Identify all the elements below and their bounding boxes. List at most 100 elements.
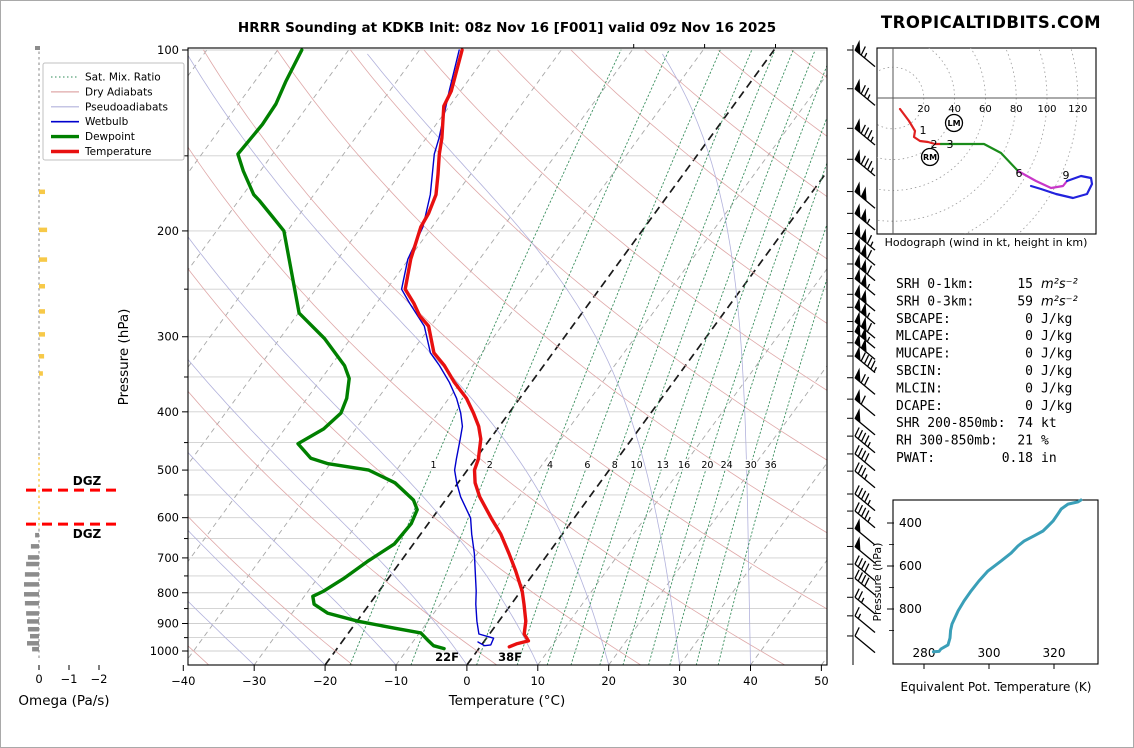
hodograph-trace-3-6km (939, 142, 1020, 173)
wind-barb (847, 253, 876, 282)
stat-unit: kt (1041, 416, 1057, 431)
omega-down-bar (27, 555, 39, 560)
wind-barb (847, 149, 876, 177)
wind-barb (847, 627, 876, 654)
pressure-tick-label: 800 (157, 586, 179, 600)
omega-tick-label: −1 (61, 672, 78, 686)
wind-barb (847, 118, 876, 146)
theta-e-ytick: 800 (899, 602, 922, 616)
surface-temperature-label: 38F (498, 650, 522, 664)
stat-value: 0 (1025, 329, 1033, 344)
svg-text:RM: RM (923, 153, 937, 162)
wind-barb (847, 181, 876, 209)
mixing-ratio-label: 8 (612, 460, 618, 471)
dgz-label-lower: DGZ (73, 527, 102, 541)
hodograph-height-label: 9 (1063, 169, 1070, 182)
theta-e-xlabel: Equivalent Pot. Temperature (K) (901, 680, 1092, 694)
stat-value: 0 (1025, 381, 1033, 396)
omega-panel: 0 −1 −2 (24, 46, 116, 686)
omega-down-bar (30, 544, 39, 549)
wind-barb (847, 445, 876, 472)
wind-barb (847, 223, 876, 251)
brand-logo: TROPICALTIDBITS.COM (881, 13, 1101, 32)
hodograph-ring-label: 100 (1037, 104, 1056, 115)
theta-e-ylabel: Pressure (hPa) (871, 543, 884, 622)
stat-value: 15 (1017, 277, 1033, 292)
wind-barb (847, 203, 876, 231)
theta-e-xtick: 300 (978, 646, 1001, 660)
wind-barb (847, 606, 876, 633)
wind-barb (847, 485, 876, 512)
hodograph-ring-label: 120 (1068, 104, 1087, 115)
temperature-tick-label: −10 (384, 674, 408, 688)
wind-barb-column (847, 39, 877, 665)
stat-label: MUCAPE: (896, 347, 951, 362)
skewt-sounding-curves (236, 48, 531, 651)
wind-barb (847, 408, 876, 436)
hodograph-height-label: 1 (920, 124, 927, 137)
stat-unit: J/kg (1041, 329, 1072, 344)
wind-barb (847, 462, 876, 489)
pressure-axis-label: Pressure (hPa) (116, 309, 132, 406)
stat-unit: J/kg (1041, 399, 1072, 414)
stat-label: MLCIN: (896, 381, 943, 396)
wind-barb (847, 238, 876, 266)
stat-unit: J/kg (1041, 312, 1072, 327)
omega-up-bar (39, 189, 45, 195)
mixing-ratio-label: 13 (657, 460, 669, 471)
curve-wetbulb (400, 49, 495, 647)
wind-barb (847, 297, 876, 325)
omega-up-bar (39, 257, 48, 262)
wind-barb (847, 555, 876, 582)
stat-unit: % (1041, 434, 1049, 449)
wind-barb (847, 345, 877, 374)
omega-up-bar (39, 227, 48, 233)
stat-label: SHR 200-850mb: (896, 416, 1006, 431)
wind-barb (847, 284, 876, 312)
stat-label: DCAPE: (896, 399, 943, 414)
wind-barb (847, 569, 876, 596)
skewt-background: 1 2 4 6 8 10 13 16 20 24 30 36 (188, 48, 827, 665)
hodograph-trace-9km-up (1029, 174, 1094, 200)
wind-barb (847, 39, 876, 68)
wind-barb (847, 311, 876, 339)
omega-down-bar (27, 626, 39, 632)
stat-value: 0.18 (1002, 451, 1033, 466)
legend-label: Temperature (84, 146, 152, 158)
legend-label: Dry Adiabats (85, 86, 153, 98)
pressure-tick-label: 100 (157, 43, 179, 57)
legend-label: Sat. Mix. Ratio (85, 72, 161, 84)
temperature-tick-label: 20 (601, 674, 616, 688)
stat-label: SRH 0-3km: (896, 294, 974, 309)
omega-up-bar (39, 354, 45, 359)
wind-barb (847, 389, 876, 417)
stat-unit: J/kg (1041, 364, 1072, 379)
hodograph-ring-label: 80 (1010, 104, 1023, 115)
pressure-tick-label: 900 (157, 616, 179, 630)
hodograph-ring-label: 60 (979, 104, 992, 115)
stat-value: 59 (1017, 294, 1033, 309)
dgz-label-upper: DGZ (73, 474, 102, 488)
curve-dewpoint (236, 48, 446, 651)
wind-barb (847, 518, 876, 546)
omega-down-bar (24, 600, 39, 606)
temperature-tick-label: −30 (242, 674, 266, 688)
temperature-tick-label: 0 (463, 674, 470, 688)
pressure-tick-label: 400 (157, 405, 179, 419)
omega-down-bar (24, 592, 39, 597)
omega-down-bar (27, 641, 39, 646)
omega-down-bar (30, 633, 39, 639)
mixing-ratio-label: 20 (701, 460, 713, 471)
stat-label: SBCAPE: (896, 312, 951, 327)
mixing-ratio-label: 4 (547, 460, 553, 471)
hodograph-height-label: 3 (947, 138, 954, 151)
hodograph-marker-RM (920, 147, 940, 167)
wind-barb (847, 588, 876, 615)
mixing-ratio-label: 36 (765, 460, 777, 471)
wind-barb (847, 367, 876, 395)
omega-up-bar (39, 371, 43, 376)
wind-barb (847, 268, 876, 296)
theta-e-curve (931, 498, 1083, 654)
